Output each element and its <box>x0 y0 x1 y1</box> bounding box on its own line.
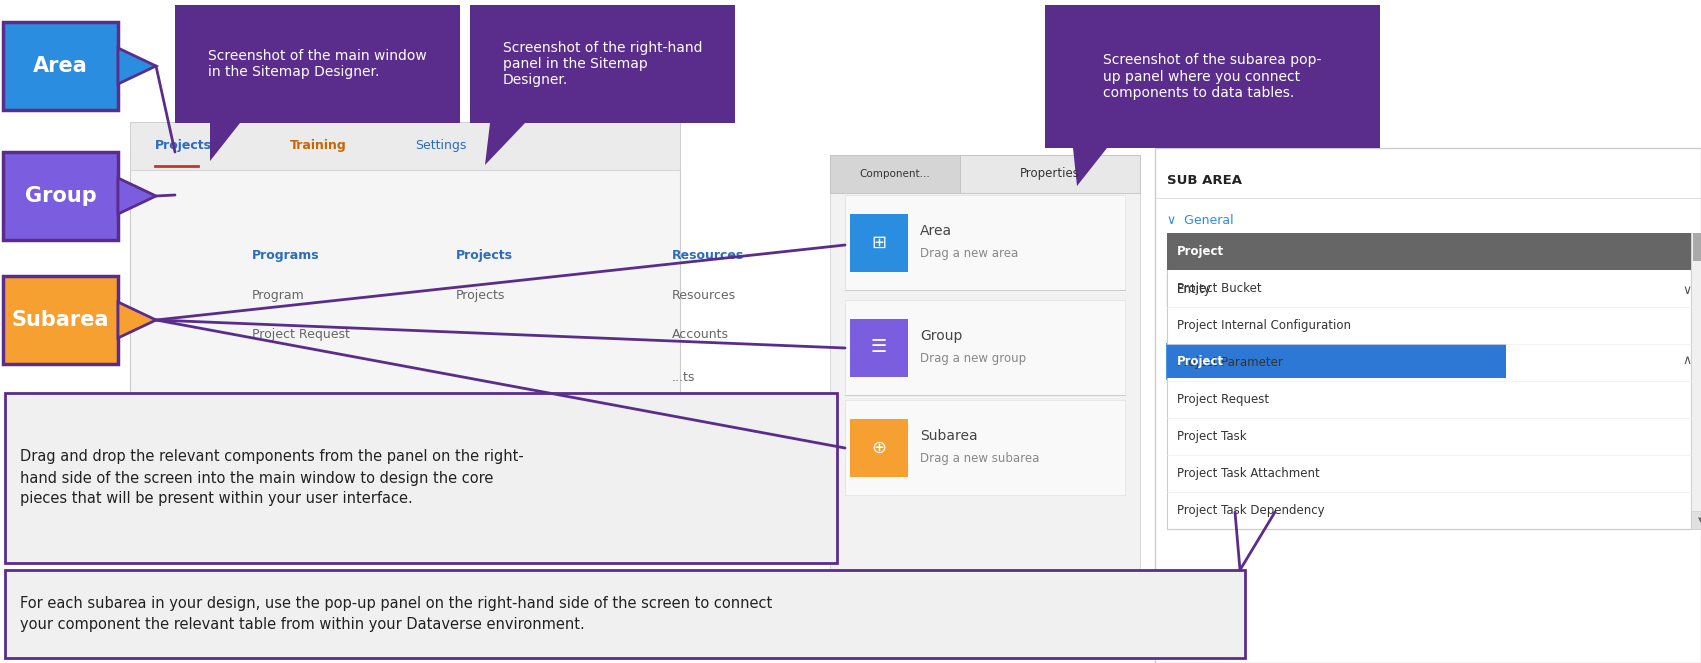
Text: ∨: ∨ <box>1682 284 1691 296</box>
Text: Entity: Entity <box>1177 284 1211 296</box>
Bar <box>845 195 1124 290</box>
Text: Group: Group <box>920 329 963 343</box>
Text: Project Parameter: Project Parameter <box>1177 356 1283 369</box>
Text: Project Task Dependency: Project Task Dependency <box>1177 504 1325 517</box>
Bar <box>1692 233 1701 261</box>
Bar <box>5 393 837 563</box>
Text: ⊞: ⊞ <box>871 233 886 251</box>
Bar <box>845 400 1124 495</box>
Text: Component...: Component... <box>859 169 930 179</box>
Polygon shape <box>117 48 156 84</box>
Text: Drag and drop the relevant components from the panel on the right-
hand side of : Drag and drop the relevant components fr… <box>20 450 524 507</box>
Bar <box>1691 233 1701 529</box>
Bar <box>1044 5 1380 148</box>
Text: Project: Project <box>1177 245 1225 258</box>
Bar <box>830 155 959 193</box>
Bar <box>469 5 735 123</box>
Bar <box>1167 344 1505 378</box>
Polygon shape <box>485 123 526 165</box>
Text: Drag a new group: Drag a new group <box>920 353 1026 365</box>
Text: Type: Type <box>1167 247 1196 259</box>
Text: Project Request: Project Request <box>1177 393 1269 406</box>
Text: Project Task Attachment: Project Task Attachment <box>1177 467 1320 480</box>
Bar <box>129 122 680 170</box>
Text: Project Task: Project Task <box>1177 430 1247 443</box>
Text: ⊕: ⊕ <box>871 438 886 457</box>
Text: Projects: Projects <box>456 249 514 262</box>
Text: ☰: ☰ <box>871 339 886 357</box>
Polygon shape <box>117 178 156 214</box>
Text: Project Bucket: Project Bucket <box>1177 282 1262 295</box>
Text: Resources: Resources <box>672 249 743 262</box>
Bar <box>1155 148 1701 663</box>
Text: Subarea: Subarea <box>12 310 109 330</box>
Bar <box>129 122 680 412</box>
Polygon shape <box>209 123 240 161</box>
Text: Project: Project <box>1177 355 1225 367</box>
Text: Screenshot of the right-hand
panel in the Sitemap
Designer.: Screenshot of the right-hand panel in th… <box>503 41 703 88</box>
Text: Group: Group <box>24 186 97 206</box>
Bar <box>5 570 1245 658</box>
Bar <box>3 276 117 364</box>
Polygon shape <box>117 302 156 338</box>
Bar <box>1167 344 1691 378</box>
Text: ▼: ▼ <box>1698 517 1701 523</box>
Polygon shape <box>1073 148 1107 186</box>
Bar <box>850 418 908 477</box>
Text: Resources: Resources <box>672 288 737 302</box>
Text: SUB AREA: SUB AREA <box>1167 174 1242 186</box>
Text: For each subarea in your design, use the pop-up panel on the right-hand side of : For each subarea in your design, use the… <box>20 596 772 632</box>
Bar <box>959 155 1140 193</box>
Bar <box>3 152 117 240</box>
Text: Area: Area <box>920 224 953 238</box>
Text: Area: Area <box>32 56 88 76</box>
Text: Screenshot of the main window
in the Sitemap Designer.: Screenshot of the main window in the Sit… <box>208 49 427 79</box>
Text: Drag a new subarea: Drag a new subarea <box>920 452 1039 465</box>
Bar <box>1691 511 1701 529</box>
Text: Properties: Properties <box>1021 168 1080 180</box>
Bar <box>3 22 117 110</box>
Bar <box>850 318 908 377</box>
Text: Training: Training <box>289 139 347 152</box>
Text: Accounts: Accounts <box>672 328 730 341</box>
Bar <box>845 300 1124 395</box>
Text: Programs: Programs <box>252 249 320 262</box>
Text: Screenshot of the subarea pop-
up panel where you connect
components to data tab: Screenshot of the subarea pop- up panel … <box>1104 53 1322 99</box>
Bar <box>1167 233 1691 270</box>
Text: Entity: Entity <box>1167 320 1208 333</box>
Text: ...ts: ...ts <box>672 371 696 385</box>
Text: Project Internal Configuration: Project Internal Configuration <box>1177 319 1351 332</box>
Bar <box>830 155 1140 570</box>
Text: Projects: Projects <box>456 288 505 302</box>
Text: Project Request: Project Request <box>252 328 350 341</box>
Text: *: * <box>1199 320 1206 333</box>
Text: Subarea: Subarea <box>920 429 978 443</box>
Text: Drag a new area: Drag a new area <box>920 247 1019 261</box>
Bar <box>1167 273 1691 307</box>
Bar <box>1167 233 1691 529</box>
Bar <box>175 5 459 123</box>
Text: Settings: Settings <box>415 139 466 152</box>
Text: Program: Program <box>252 288 304 302</box>
Text: ∨  General: ∨ General <box>1167 213 1233 227</box>
Text: Projects: Projects <box>155 139 213 152</box>
Bar <box>850 213 908 272</box>
Text: ∧: ∧ <box>1682 355 1691 367</box>
